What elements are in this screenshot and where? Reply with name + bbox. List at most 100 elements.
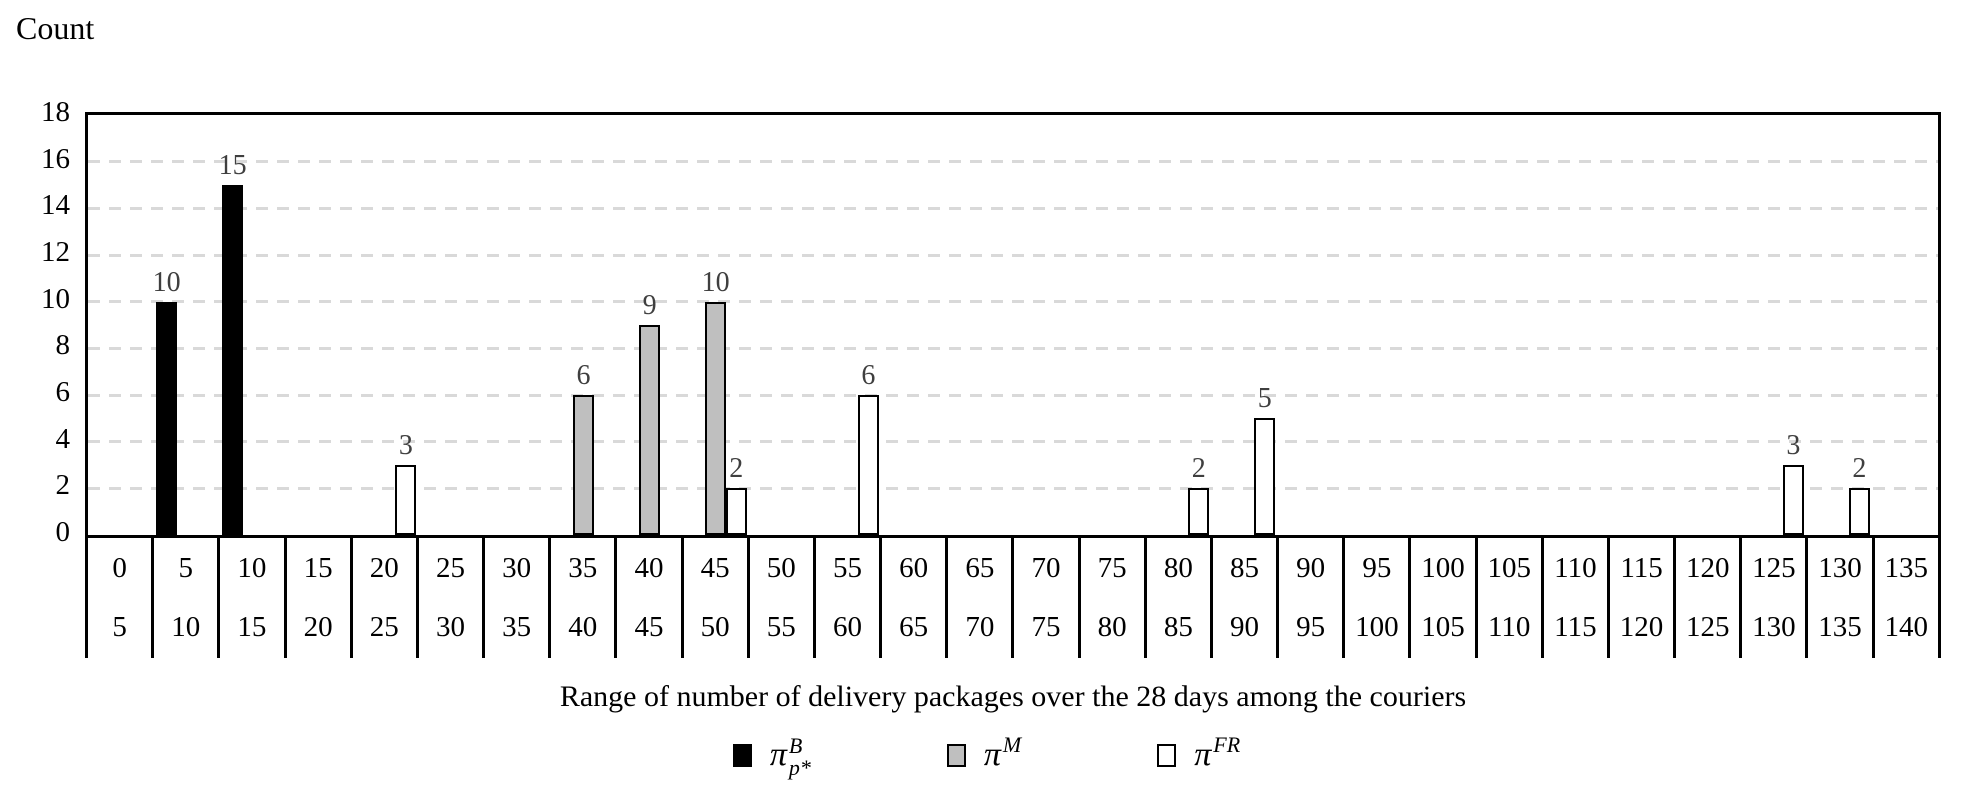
bin-lower-label: 20 xyxy=(369,552,399,584)
bin-cell-95-100: 95 100 xyxy=(1342,538,1408,658)
bin-upper-label: 75 xyxy=(1031,611,1061,643)
bin-lower-label: 0 xyxy=(112,552,127,584)
legend-symbol-base: π xyxy=(1194,736,1212,773)
bin-lower-label: 85 xyxy=(1230,552,1259,584)
bin-upper-label: 65 xyxy=(899,611,929,643)
bin-upper-label: 110 xyxy=(1487,611,1531,643)
legend-symbol-sup: M xyxy=(1002,732,1022,757)
bin-cell-55-60: 55 60 xyxy=(812,538,879,658)
bin-upper-label: 85 xyxy=(1163,611,1193,643)
bin-lower-label: 80 xyxy=(1163,552,1193,584)
bin-cell-45-50: 45 50 xyxy=(680,538,747,658)
bin-cell-25-30: 25 30 xyxy=(415,538,482,658)
bin-lower-label: 135 xyxy=(1884,552,1928,584)
y-tick-label: 0 xyxy=(55,516,71,548)
legend-swatch xyxy=(1157,743,1177,767)
bin-upper-label: 70 xyxy=(965,611,995,643)
legend-item-3: π FR xyxy=(1157,733,1240,777)
bin-upper-label: 30 xyxy=(435,611,465,643)
bin-upper-label: 95 xyxy=(1296,611,1326,643)
legend-symbol-base: π xyxy=(983,736,1001,773)
bin-lower-label: 95 xyxy=(1362,552,1392,584)
bin-lower-label: 120 xyxy=(1685,552,1730,584)
bin-cell-85-90: 85 90 xyxy=(1209,538,1276,658)
bar-series-1-bin-5-10 xyxy=(156,301,178,535)
bin-lower-label: 130 xyxy=(1818,552,1862,584)
y-tick-label: 10 xyxy=(41,282,70,315)
bin-lower-label: 55 xyxy=(832,552,862,584)
bar-value-label: 2 xyxy=(1191,453,1206,485)
y-tick-label: 18 xyxy=(41,96,70,128)
bar-series-1-bin-10-15 xyxy=(222,185,244,535)
bar-value-label: 5 xyxy=(1257,383,1272,415)
y-tick-label: 14 xyxy=(41,189,70,222)
gridline xyxy=(88,346,1938,350)
bin-lower-label: 115 xyxy=(1620,552,1663,584)
bin-lower-label: 40 xyxy=(634,552,664,584)
bin-upper-label: 50 xyxy=(700,611,730,643)
legend-swatch xyxy=(732,743,752,767)
bin-cell-125-130: 125 130 xyxy=(1739,538,1805,658)
bin-lower-label: 5 xyxy=(178,552,194,584)
legend-symbol-sub: p* xyxy=(788,755,811,780)
bin-cell-135-140: 135 140 xyxy=(1871,538,1938,658)
y-tick-label: 8 xyxy=(55,329,71,362)
bin-lower-label: 30 xyxy=(502,552,532,584)
x-axis-bin-table: 0 5 5 10 10 15 15 20 20 25 25 30 30 35 35 40 40 45 45 50 50 5… xyxy=(85,538,1941,658)
bin-upper-label: 130 xyxy=(1752,611,1796,643)
bar-value-label: 10 xyxy=(152,266,181,298)
bin-cell-65-70: 65 70 xyxy=(945,538,1011,658)
bin-lower-label: 35 xyxy=(568,552,598,584)
bin-upper-label: 45 xyxy=(634,611,664,643)
bin-upper-label: 5 xyxy=(112,611,127,643)
bin-upper-label: 25 xyxy=(369,611,399,643)
bin-upper-label: 15 xyxy=(237,611,267,643)
bin-cell-80-85: 80 85 xyxy=(1143,538,1210,658)
bar-series-3-bin-45-50 xyxy=(725,488,747,535)
bin-cell-5-10: 5 10 xyxy=(151,538,217,658)
bar-series-3-bin-85-90 xyxy=(1254,418,1276,535)
bin-upper-label: 20 xyxy=(303,611,333,643)
bin-upper-label: 115 xyxy=(1554,611,1597,643)
bin-upper-label: 55 xyxy=(766,611,796,643)
gridline xyxy=(88,440,1938,444)
bin-upper-label: 35 xyxy=(502,611,532,643)
x-axis-title: Range of number of delivery packages ove… xyxy=(559,680,1467,713)
bin-upper-label: 135 xyxy=(1818,611,1862,643)
bar-series-2-bin-45-50 xyxy=(705,301,727,535)
gridline xyxy=(88,253,1938,257)
bin-cell-105-110: 105 110 xyxy=(1474,538,1541,658)
bin-upper-label: 90 xyxy=(1230,611,1259,643)
bin-upper-label: 60 xyxy=(832,611,862,643)
legend-swatch xyxy=(946,743,966,767)
bin-cell-30-35: 30 35 xyxy=(482,538,548,658)
bar-value-label: 2 xyxy=(729,453,744,485)
bar-series-3-bin-125-130 xyxy=(1782,465,1804,535)
gridline xyxy=(88,206,1938,210)
bar-series-3-bin-80-85 xyxy=(1188,488,1210,535)
bar-series-3-bin-130-135 xyxy=(1848,488,1870,535)
bin-lower-label: 110 xyxy=(1554,552,1597,584)
bar-value-label: 2 xyxy=(1852,453,1867,485)
bar-value-label: 15 xyxy=(218,150,247,181)
bin-lower-label: 125 xyxy=(1752,552,1796,584)
bin-cell-20-25: 20 25 xyxy=(349,538,416,658)
bin-upper-label: 125 xyxy=(1685,611,1730,643)
bar-series-2-bin-40-45 xyxy=(639,325,661,535)
y-tick-label: 6 xyxy=(55,376,71,408)
bar-value-label: 9 xyxy=(642,290,657,321)
y-tick-label: 16 xyxy=(41,142,70,175)
legend-symbol-sup: FR xyxy=(1213,732,1241,757)
bin-lower-label: 65 xyxy=(965,552,995,584)
y-axis-title: Count xyxy=(16,10,95,46)
bin-upper-label: 40 xyxy=(568,611,598,643)
legend-label: π FR xyxy=(1194,734,1240,773)
bar-series-3-bin-20-25 xyxy=(395,465,417,535)
bin-cell-10-15: 10 15 xyxy=(217,538,283,658)
